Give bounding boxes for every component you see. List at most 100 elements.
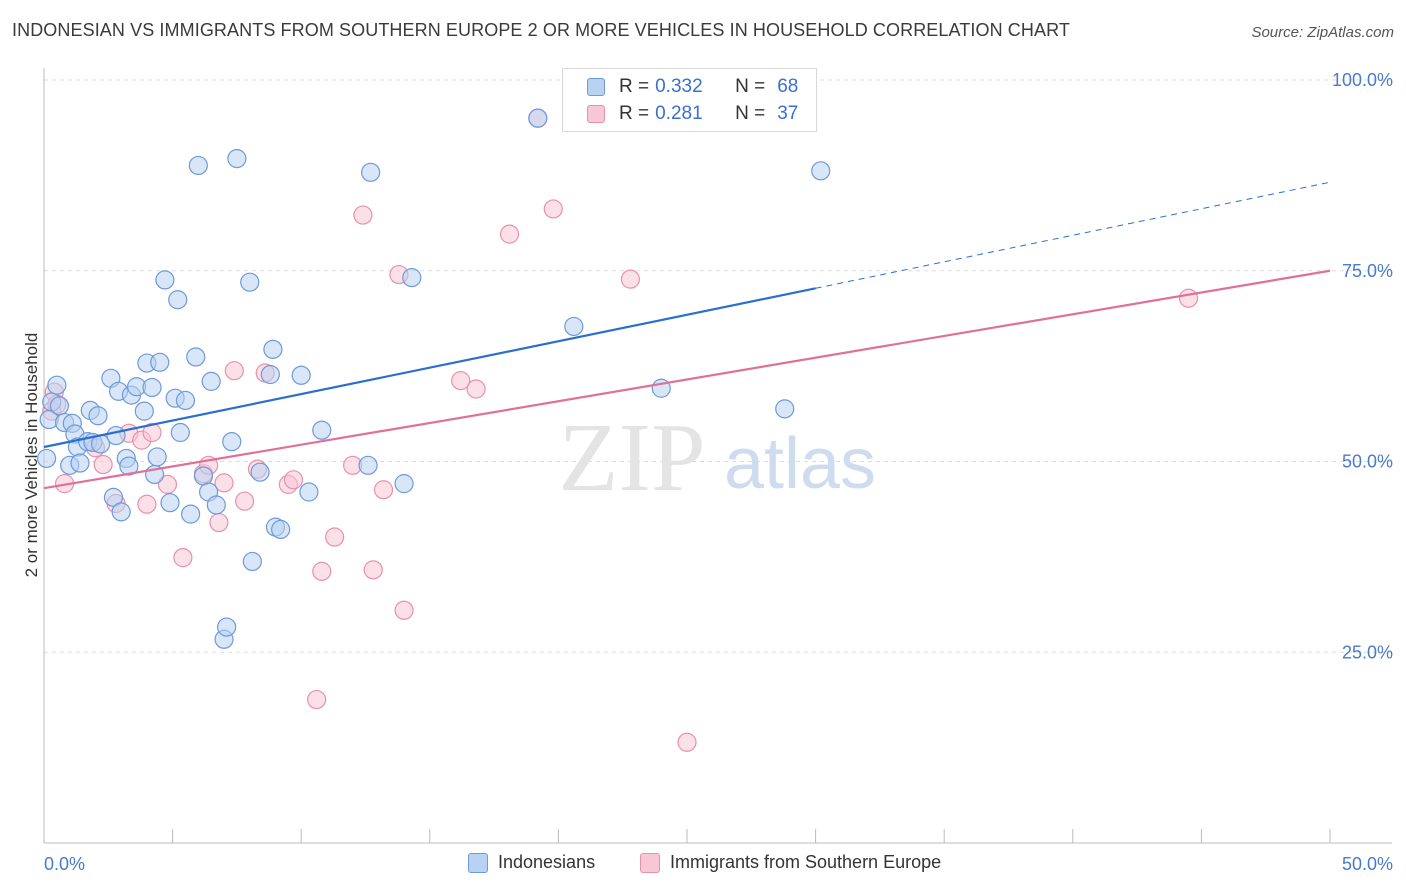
data-point xyxy=(358,455,378,475)
data-point xyxy=(263,339,283,359)
data-point xyxy=(240,272,260,292)
legend-n-value: 37 xyxy=(777,103,799,124)
data-point xyxy=(157,474,178,494)
data-point xyxy=(155,270,175,290)
data-point xyxy=(88,406,108,426)
data-point xyxy=(106,425,126,446)
data-point xyxy=(373,480,394,500)
legend-r-label: R = xyxy=(619,76,650,97)
data-point xyxy=(466,379,486,399)
data-point xyxy=(312,561,332,581)
data-point xyxy=(147,447,167,467)
legend-r-value: 0.332 xyxy=(655,76,703,97)
data-point xyxy=(361,162,381,182)
data-point xyxy=(224,361,244,381)
data-point xyxy=(142,422,162,443)
data-point xyxy=(36,448,57,469)
axes xyxy=(43,68,1392,844)
trend-line-indonesians-extension xyxy=(815,181,1331,289)
data-point xyxy=(193,466,214,486)
data-point xyxy=(775,399,795,419)
data-point xyxy=(209,512,229,533)
trend-line-indonesians xyxy=(43,287,816,449)
legend-label-immigrants: Immigrants from Southern Europe xyxy=(670,852,942,872)
legend-item-immigrants: Immigrants from Southern Europe xyxy=(640,852,941,873)
data-point xyxy=(325,527,345,547)
data-point xyxy=(217,617,237,637)
data-point xyxy=(188,155,208,176)
x-tick-label: 50.0% xyxy=(1342,854,1393,874)
legend-row-indonesians: R = 0.332 N = 68 xyxy=(587,75,798,99)
y-tick-label: 50.0% xyxy=(1342,452,1393,472)
y-tick-label: 25.0% xyxy=(1342,642,1393,662)
data-point xyxy=(394,600,414,620)
data-point xyxy=(168,290,188,310)
legend-swatch-blue xyxy=(468,852,488,873)
data-point xyxy=(142,377,162,398)
data-point xyxy=(214,473,234,493)
data-point xyxy=(186,347,206,367)
data-point xyxy=(111,502,131,522)
watermark-zip: ZIP xyxy=(559,404,706,512)
data-point xyxy=(260,364,280,385)
data-point xyxy=(227,148,247,169)
legend-swatch-pink xyxy=(587,105,605,123)
data-point xyxy=(353,205,373,225)
data-point xyxy=(543,199,563,219)
data-point xyxy=(93,454,113,475)
legend-n-label: N = xyxy=(735,76,766,97)
y-tick-label: 75.0% xyxy=(1342,261,1393,281)
legend-row-immigrants: R = 0.281 N = 37 xyxy=(587,102,798,126)
data-point xyxy=(222,432,242,452)
data-point xyxy=(291,365,311,385)
data-point xyxy=(47,375,67,395)
legend-n-value: 68 xyxy=(777,76,799,97)
data-point xyxy=(307,689,327,710)
data-point xyxy=(528,108,548,128)
trend-line-immigrants xyxy=(43,269,1331,490)
data-point xyxy=(271,519,291,540)
x-tick-label: 0.0% xyxy=(44,854,85,874)
data-point xyxy=(119,456,139,476)
data-point xyxy=(250,462,270,482)
y-tick-label: 100.0% xyxy=(1332,70,1393,90)
legend-r-value: 0.281 xyxy=(655,103,703,124)
data-point xyxy=(299,482,319,502)
data-point xyxy=(160,493,180,513)
data-point xyxy=(677,732,697,752)
data-point xyxy=(175,390,196,411)
data-point xyxy=(620,269,641,289)
data-point xyxy=(206,495,226,515)
data-point xyxy=(173,548,193,568)
data-point xyxy=(451,371,471,391)
data-point xyxy=(811,161,831,181)
legend-item-indonesians: Indonesians xyxy=(468,852,595,873)
data-point xyxy=(1178,288,1199,308)
tick-labels: 100.0% 75.0% 50.0% 25.0% 0.0% 50.0% xyxy=(44,70,1393,874)
data-point xyxy=(242,551,262,572)
data-point xyxy=(49,396,70,416)
data-point xyxy=(181,504,201,524)
data-point xyxy=(137,494,157,514)
source-label: Source: ZipAtlas.com xyxy=(1251,24,1394,41)
trend-lines xyxy=(43,181,1331,490)
data-point xyxy=(394,474,414,494)
data-point xyxy=(283,470,304,490)
data-point xyxy=(235,491,255,511)
data-point xyxy=(150,352,170,372)
series-indonesians-points xyxy=(36,108,831,649)
legend-r-label: R = xyxy=(619,103,650,124)
legend-label-indonesians: Indonesians xyxy=(498,852,596,872)
data-point xyxy=(201,371,221,391)
data-point xyxy=(402,268,422,288)
data-point xyxy=(70,453,90,473)
watermark-atlas: atlas xyxy=(724,424,876,504)
watermark: ZIP atlas xyxy=(559,404,877,512)
data-point xyxy=(134,401,154,421)
series-legend: Indonesians Immigrants from Southern Eur… xyxy=(0,852,1406,876)
legend-swatch-pink xyxy=(640,852,660,873)
data-point xyxy=(363,560,383,580)
correlation-legend: R = 0.332 N = 68 R = 0.281 N = 37 xyxy=(562,68,817,132)
data-point xyxy=(312,420,332,440)
data-point xyxy=(564,316,584,337)
